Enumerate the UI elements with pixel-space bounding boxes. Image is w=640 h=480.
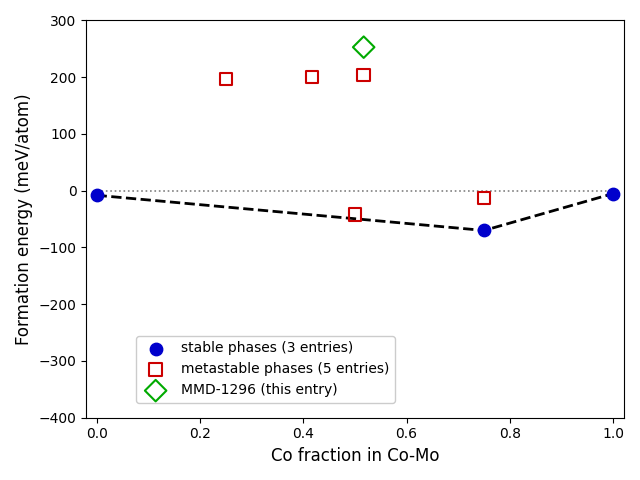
stable phases (3 entries) [92,192,102,199]
stable phases (3 entries) [479,227,489,234]
stable phases (3 entries) [608,190,618,197]
metastable phases (5 entries) [221,75,231,83]
metastable phases (5 entries) [307,73,317,81]
MMD-1296 (this entry) [358,43,369,51]
X-axis label: Co fraction in Co-Mo: Co fraction in Co-Mo [271,447,439,465]
metastable phases (5 entries) [350,211,360,218]
metastable phases (5 entries) [479,194,489,202]
Legend: stable phases (3 entries), metastable phases (5 entries), MMD-1296 (this entry): stable phases (3 entries), metastable ph… [136,336,395,403]
Y-axis label: Formation energy (meV/atom): Formation energy (meV/atom) [15,93,33,345]
metastable phases (5 entries) [358,71,369,79]
